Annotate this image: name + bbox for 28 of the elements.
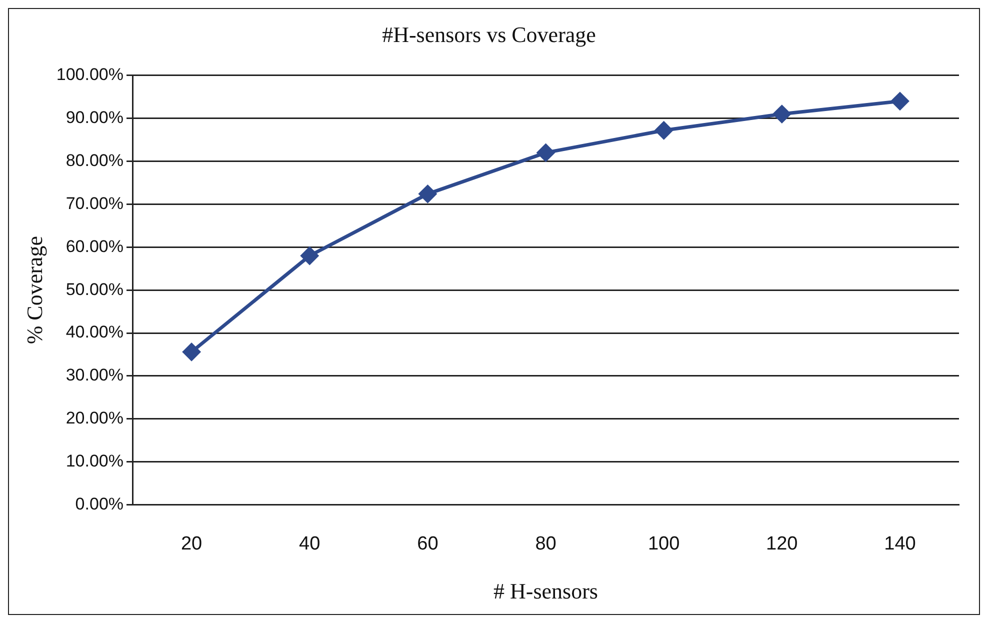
point bbox=[418, 185, 436, 203]
y-tick-label: 80.00% bbox=[66, 150, 124, 170]
x-axis-title: # H-sensors bbox=[494, 578, 598, 604]
y-axis-title: % Coverage bbox=[22, 236, 47, 344]
point bbox=[773, 105, 791, 123]
point bbox=[182, 343, 200, 361]
y-tick-label: 70.00% bbox=[66, 194, 124, 213]
point bbox=[891, 92, 909, 110]
y-tick-label: 90.00% bbox=[66, 108, 124, 128]
point bbox=[300, 247, 318, 264]
y-tick-label: 100.00% bbox=[56, 65, 124, 84]
y-tick-label: 60.00% bbox=[66, 236, 124, 256]
point bbox=[655, 122, 673, 140]
y-tick-label: 50.00% bbox=[66, 280, 124, 299]
x-tick-label: 140 bbox=[884, 533, 916, 554]
x-tick-label: 120 bbox=[766, 533, 798, 554]
y-tick-label: 0.00% bbox=[75, 494, 124, 514]
chart-title: #H-sensors vs Coverage bbox=[382, 22, 596, 47]
y-tick-label: 30.00% bbox=[66, 366, 124, 385]
x-tick-label: 60 bbox=[417, 533, 438, 554]
y-tick-label: 40.00% bbox=[66, 322, 124, 342]
x-tick-label: 20 bbox=[180, 533, 202, 554]
y-tick-label: 20.00% bbox=[66, 408, 124, 428]
x-tick-label: 100 bbox=[648, 533, 680, 554]
x-tick-label: 40 bbox=[299, 533, 320, 554]
point bbox=[537, 144, 555, 162]
y-tick-label: 10.00% bbox=[66, 452, 124, 471]
x-tick-label: 80 bbox=[535, 533, 556, 554]
